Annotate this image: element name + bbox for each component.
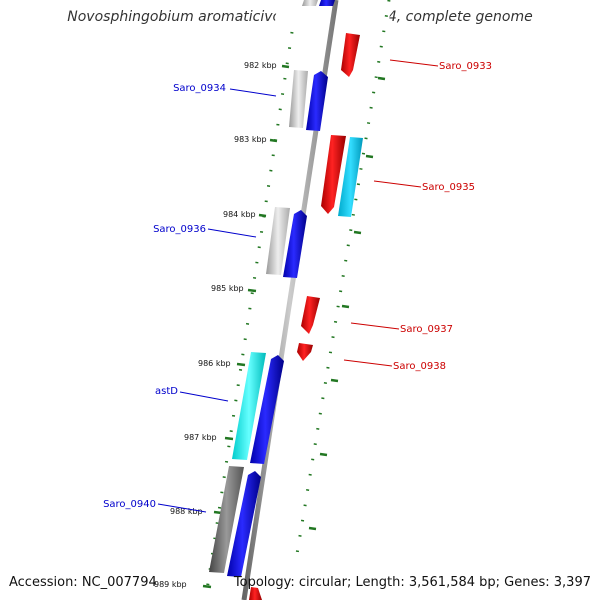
ruler-ticks — [202, 64, 386, 589]
genome-summary-text: Topology: circular; Length: 3,561,584 bp… — [233, 575, 591, 590]
label-saro-0937[interactable]: Saro_0937 — [400, 324, 453, 335]
gene-saro-0936[interactable] — [283, 210, 307, 278]
gene-saro-0940[interactable] — [227, 471, 261, 577]
label-astd[interactable]: astD — [155, 386, 178, 397]
leader-lines — [157, 59, 439, 513]
label-saro-0933[interactable]: Saro_0933 — [439, 61, 492, 72]
ruler-label-986: 986 kbp — [198, 359, 231, 368]
gene-saro-0935-cyan[interactable] — [338, 137, 363, 217]
gene-astd[interactable] — [250, 355, 284, 464]
ruler-label-989: 989 kbp — [154, 580, 187, 589]
gene-saro-0933[interactable] — [341, 33, 360, 77]
gene-saro-0934-gray[interactable] — [289, 70, 308, 128]
label-saro-0936[interactable]: Saro_0936 — [153, 224, 206, 235]
ruler-label-985: 985 kbp — [211, 284, 244, 293]
ruler-label-988: 988 kbp — [170, 507, 203, 516]
ruler-label-983: 983 kbp — [234, 135, 267, 144]
gene-saro-0940-gray[interactable] — [209, 466, 244, 573]
label-saro-0935[interactable]: Saro_0935 — [422, 182, 475, 193]
gene-astd-cyan[interactable] — [232, 352, 266, 460]
ruler-label-987: 987 kbp — [184, 433, 217, 442]
gene-partial-bottom-red — [249, 587, 262, 600]
gene-saro-0934[interactable] — [306, 71, 328, 131]
ruler-label-984: 984 kbp — [223, 210, 256, 219]
gene-saro-0935[interactable] — [321, 135, 346, 214]
gene-saro-0936-gray[interactable] — [266, 207, 290, 275]
label-saro-0934[interactable]: Saro_0934 — [173, 83, 226, 94]
accession-text: Accession: NC_007794 — [9, 575, 157, 590]
ruler-label-982: 982 kbp — [244, 61, 277, 70]
gene-partial-top-blue — [319, 0, 335, 6]
inner-tick-track — [205, 31, 294, 591]
gene-saro-0938[interactable] — [297, 343, 313, 361]
gene-partial-top-gray — [302, 0, 318, 6]
label-saro-0938[interactable]: Saro_0938 — [393, 361, 446, 372]
gene-saro-0937[interactable] — [301, 296, 320, 334]
label-saro-0940[interactable]: Saro_0940 — [103, 499, 156, 510]
